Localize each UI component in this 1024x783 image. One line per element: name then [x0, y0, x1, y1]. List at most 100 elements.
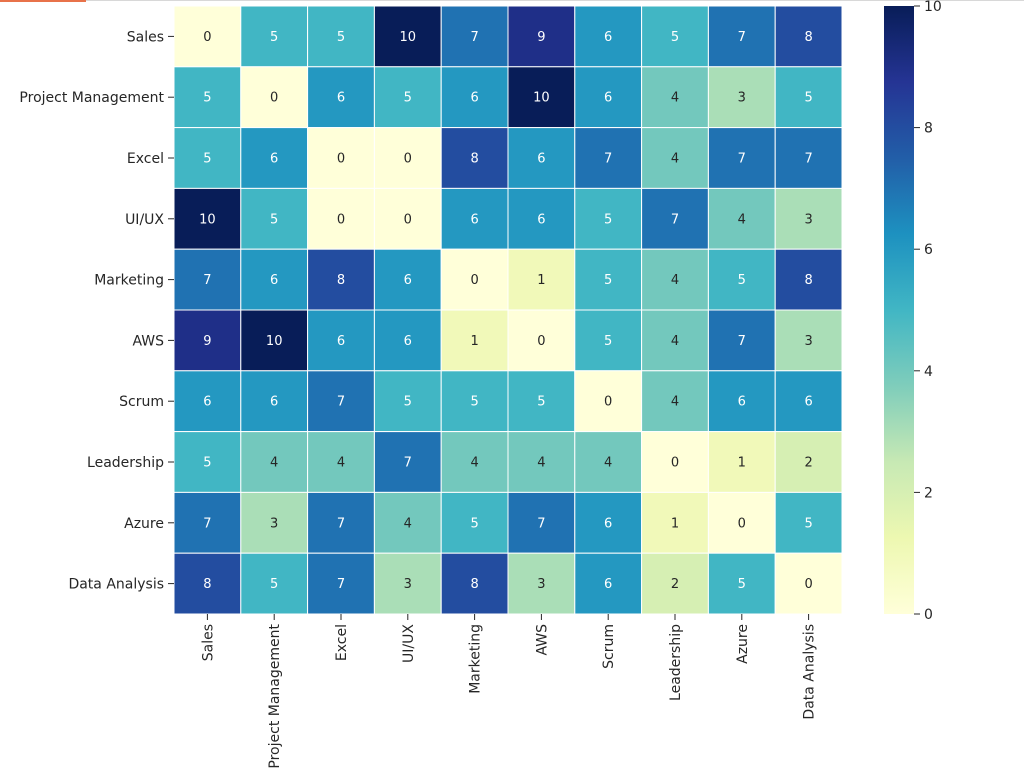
heatmap-cell [440, 248, 509, 311]
cell-value-label: 10 [400, 30, 417, 45]
y-tick-label-project-management: Project Management [19, 90, 164, 106]
cell-value-label: 5 [337, 30, 345, 45]
cell-value-label: 0 [738, 516, 746, 531]
heatmap-cell [507, 431, 576, 493]
cell-value-label: 6 [804, 395, 812, 410]
y-tick-label-leadership: Leadership [87, 455, 164, 471]
cell-value-label: 7 [738, 334, 746, 349]
cell-value-label: 8 [203, 577, 211, 592]
heatmap-cell [507, 552, 576, 615]
y-tick-label-aws: AWS [132, 333, 164, 349]
heatmap-cell [774, 5, 843, 68]
heatmap-cell [507, 187, 576, 250]
heatmap-cell [707, 127, 776, 189]
heatmap-cell [574, 370, 643, 433]
cell-value-label: 7 [337, 516, 345, 531]
cell-value-label: 0 [270, 91, 278, 106]
cell-value-label: 5 [604, 212, 612, 227]
heatmap-cell [507, 370, 576, 433]
heatmap-cell [574, 491, 643, 554]
cell-value-label: 4 [404, 516, 412, 531]
cell-value-label: 6 [537, 152, 545, 167]
heatmap-cell [240, 66, 309, 129]
cell-value-label: 5 [404, 91, 412, 106]
cell-value-label: 6 [203, 395, 211, 410]
y-tick-label-sales: Sales [127, 29, 164, 45]
heatmap-cell [641, 431, 709, 493]
heatmap-cell [774, 309, 843, 372]
cell-value-label: 3 [537, 577, 545, 592]
heatmap-cell [373, 248, 442, 311]
x-tick-label-project-management: Project Management [267, 623, 283, 768]
cell-value-label: 5 [671, 30, 679, 45]
cell-value-label: 3 [270, 516, 278, 531]
cell-value-label: 5 [738, 273, 746, 288]
cell-value-label: 6 [604, 30, 612, 45]
heatmap-cell [574, 127, 643, 189]
colorbar-ticks: 0 2 4 6 8 10 [914, 0, 942, 623]
cell-value-label: 7 [671, 212, 679, 227]
heatmap-cell [707, 66, 776, 129]
cell-value-label: 1 [537, 273, 545, 288]
cell-value-label: 0 [804, 577, 812, 592]
colorbar-tick-label: 2 [924, 485, 933, 501]
cell-value-label: 10 [533, 91, 550, 106]
colorbar-gradient [884, 6, 914, 614]
heatmap-cell [373, 431, 442, 493]
cell-value-label: 0 [337, 152, 345, 167]
cell-value-label: 4 [337, 456, 345, 471]
heatmap-cell [507, 5, 576, 68]
cell-value-label: 6 [470, 212, 478, 227]
cell-value-label: 4 [671, 152, 679, 167]
cell-value-label: 2 [804, 456, 812, 471]
cell-value-label: 6 [404, 334, 412, 349]
x-tick-label-scrum: Scrum [601, 624, 617, 669]
x-tick-label-excel: Excel [334, 624, 350, 661]
cell-value-label: 7 [337, 395, 345, 410]
x-tick-label-azure: Azure [735, 624, 751, 664]
cell-value-label: 5 [738, 577, 746, 592]
heatmap-cell [173, 5, 242, 68]
cell-value-label: 5 [203, 152, 211, 167]
cell-value-label: 2 [671, 577, 679, 592]
cell-value-label: 7 [404, 456, 412, 471]
window-top-border [0, 0, 1024, 1]
cell-value-label: 0 [470, 273, 478, 288]
cell-value-label: 6 [270, 395, 278, 410]
heatmap-cell [574, 431, 643, 493]
heatmap-cell [574, 5, 643, 68]
heatmap-cell [707, 552, 776, 615]
cell-value-label: 6 [337, 91, 345, 106]
cell-value-label: 6 [738, 395, 746, 410]
cell-value-label: 5 [404, 395, 412, 410]
heatmap-cell [173, 127, 242, 189]
y-tick-label-excel: Excel [127, 151, 164, 167]
cell-value-label: 4 [738, 212, 746, 227]
cell-value-label: 5 [804, 91, 812, 106]
heatmap-cell [641, 66, 709, 129]
heatmap-cell [240, 431, 309, 493]
heatmap-cell [440, 491, 509, 554]
cell-value-label: 3 [738, 91, 746, 106]
cell-value-label: 6 [270, 273, 278, 288]
cell-value-label: 7 [804, 152, 812, 167]
cell-value-label: 7 [738, 30, 746, 45]
heatmap-cell [307, 491, 375, 554]
heatmap-cell [641, 5, 709, 68]
heatmap-cell [507, 127, 576, 189]
cell-value-label: 6 [604, 91, 612, 106]
cell-value-label: 8 [337, 273, 345, 288]
cell-value-label: 8 [804, 30, 812, 45]
heatmap-cell [240, 127, 309, 189]
heatmap-cell [240, 5, 309, 68]
heatmap-cell [774, 248, 843, 311]
cell-value-label: 7 [203, 516, 211, 531]
heatmap-cell [507, 66, 576, 129]
heatmap-cell [240, 248, 309, 311]
heatmap-cell [707, 248, 776, 311]
heatmap-cell [507, 248, 576, 311]
heatmap-cell [574, 552, 643, 615]
cell-value-label: 5 [804, 516, 812, 531]
cell-value-label: 4 [470, 456, 478, 471]
